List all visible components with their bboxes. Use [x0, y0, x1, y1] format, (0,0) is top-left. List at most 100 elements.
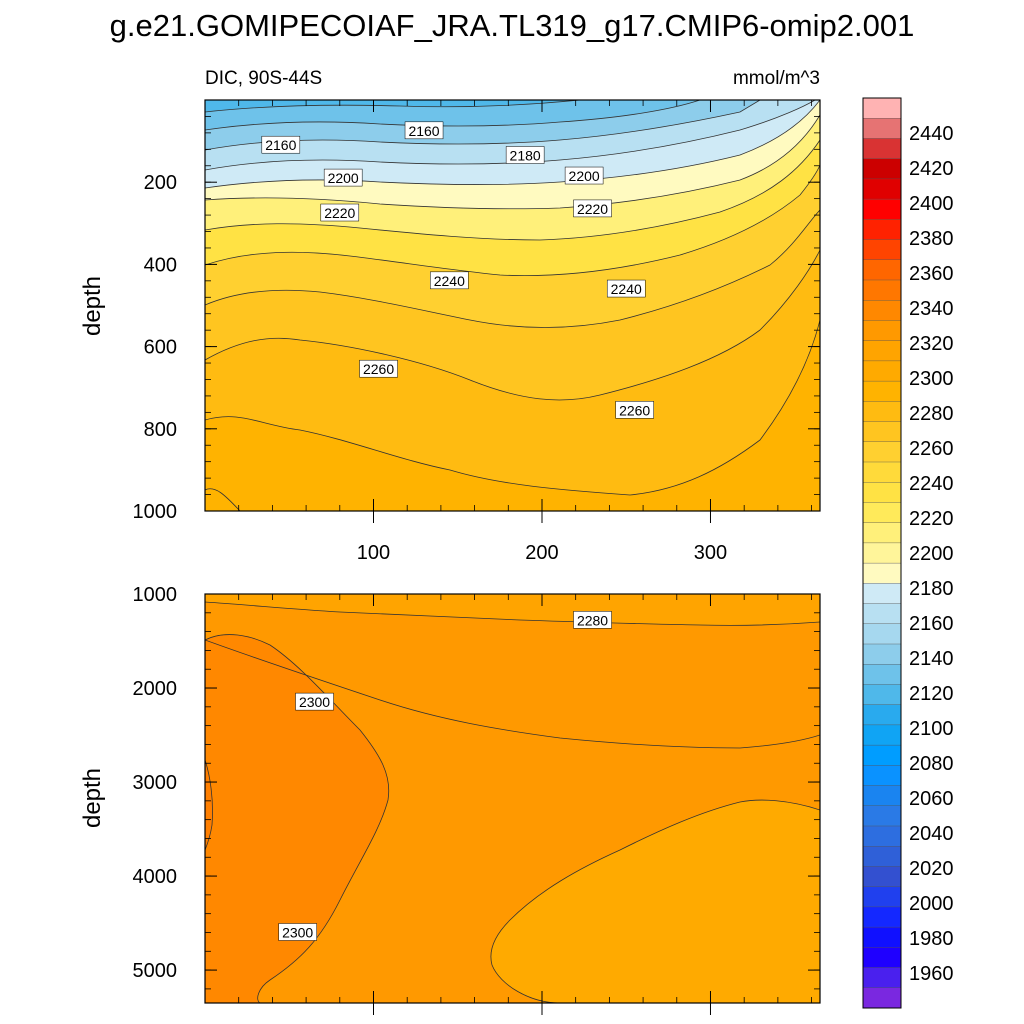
colorbar-label: 2400 — [909, 193, 954, 215]
colorbar-label: 2220 — [909, 508, 954, 530]
contour-label-box — [261, 135, 301, 154]
colorbar-swatch — [862, 866, 902, 888]
contour-label-box — [320, 203, 360, 222]
bottom-panel: 1000 2000 3000 4000 5000 2280 2300 2300 depth — [79, 584, 821, 1015]
colorbar-swatch — [862, 219, 902, 241]
colorbar: 2440 2420 2400 2380 2360 2340 2320 2300 2280 2260… — [862, 97, 954, 1009]
colorbar-label: 2000 — [909, 893, 954, 915]
top-contour-label: 2220 — [573, 199, 612, 218]
contour-label-box — [615, 401, 654, 419]
colorbar-label: 2440 — [909, 123, 954, 145]
bottom-y-axis-label: depth — [79, 768, 106, 828]
top-y-tick-label: 200 — [144, 172, 177, 194]
top-contour-label: 2240 — [430, 271, 469, 290]
contour-label-text: 2220 — [577, 201, 608, 217]
colorbar-swatch — [862, 684, 902, 706]
colorbar-label: 2140 — [909, 648, 954, 670]
colorbar-swatch — [862, 744, 902, 766]
colorbar-swatch — [862, 947, 902, 969]
bottom-axis-ticks: 1000 2000 3000 4000 5000 — [133, 584, 820, 1015]
colorbar-label: 2260 — [909, 438, 954, 460]
colorbar-swatch — [862, 825, 902, 847]
contour-label-text: 2160 — [265, 137, 296, 153]
colorbar-label: 1980 — [909, 928, 954, 950]
bottom-y-tick-label: 1000 — [133, 584, 178, 606]
colorbar-swatch — [862, 401, 902, 423]
colorbar-swatch — [862, 421, 902, 443]
top-y-tick-label: 400 — [144, 254, 177, 276]
top-contour-label: 2260 — [359, 359, 398, 378]
contour-label-box — [359, 359, 398, 378]
contour-label-text: 2260 — [363, 361, 394, 377]
top-left-string: DIC, 90S-44S — [205, 68, 322, 89]
bottom-y-tick-label: 5000 — [133, 960, 178, 982]
colorbar-label: 2120 — [909, 683, 954, 705]
top-contour-label: 2220 — [320, 203, 360, 222]
top-y-axis-label: depth — [79, 276, 106, 336]
colorbar-swatch — [862, 441, 902, 463]
colorbar-label: 2100 — [909, 718, 954, 740]
bottom-contour-label: 2280 — [573, 611, 612, 629]
colorbar-swatch — [862, 97, 902, 119]
contour-label-text: 2180 — [510, 147, 541, 163]
bottom-contour-fills — [205, 594, 820, 1003]
colorbar-label: 2360 — [909, 263, 954, 285]
bottom-contour-label: 2300 — [295, 692, 334, 711]
colorbar-swatch — [862, 926, 902, 948]
figure-title: g.e21.GOMIPECOIAF_JRA.TL319_g17.CMIP6-om… — [110, 8, 915, 43]
top-contour-labels: 2160 2160 2180 2200 2200 2220 2220 2240 2240 2260… — [261, 121, 654, 419]
contour-label-box — [404, 121, 444, 140]
colorbar-swatch — [862, 542, 902, 564]
contour-label-box — [430, 271, 469, 290]
colorbar-swatch — [862, 118, 902, 139]
bottom-y-tick-label: 3000 — [133, 772, 178, 794]
top-contour-label: 2180 — [505, 146, 545, 164]
contour-label-box — [564, 166, 604, 185]
contour-label-box — [573, 611, 612, 629]
colorbar-swatch — [862, 906, 902, 928]
colorbar-swatch — [862, 198, 902, 220]
colorbar-label: 2280 — [909, 403, 954, 425]
colorbar-swatch — [862, 178, 902, 200]
colorbar-label: 2020 — [909, 858, 954, 880]
top-y-tick-label: 800 — [144, 419, 177, 441]
colorbar-swatch — [862, 664, 902, 685]
colorbar-swatch — [862, 704, 902, 726]
colorbar-swatch — [862, 380, 902, 402]
colorbar-swatch — [862, 300, 902, 321]
contour-label-text: 2260 — [619, 402, 650, 418]
colorbar-swatch — [862, 461, 902, 483]
top-contour-label: 2240 — [606, 279, 646, 298]
colorbar-swatch — [862, 158, 902, 180]
colorbar-swatch — [862, 562, 902, 584]
colorbar-label: 2040 — [909, 823, 954, 845]
contour-label-text: 2160 — [408, 123, 439, 139]
bottom-y-tick-label: 2000 — [133, 678, 178, 700]
colorbar-label: 2380 — [909, 228, 954, 250]
contour-label-text: 2200 — [328, 170, 359, 186]
colorbar-swatch — [862, 724, 902, 746]
top-right-string: mmol/m^3 — [733, 68, 820, 89]
colorbar-swatch — [862, 279, 902, 301]
colorbar-swatch — [862, 340, 902, 362]
colorbar-swatch — [862, 360, 902, 382]
colorbar-frame — [862, 97, 902, 1009]
colorbar-swatch — [862, 846, 902, 867]
colorbar-label: 2060 — [909, 788, 954, 810]
contour-label-text: 2300 — [299, 694, 330, 710]
top-contour-label: 2200 — [564, 166, 604, 185]
colorbar-label: 2300 — [909, 368, 954, 390]
colorbar-label: 2240 — [909, 473, 954, 495]
colorbar-label: 2320 — [909, 333, 954, 355]
colorbar-label: 2080 — [909, 753, 954, 775]
colorbar-swatch — [862, 987, 902, 1009]
colorbar-swatch — [862, 522, 902, 544]
contour-label-text: 2280 — [577, 612, 608, 628]
colorbar-swatch — [862, 785, 902, 807]
contour-label-text: 2240 — [434, 273, 465, 289]
contour-label-box — [295, 692, 334, 711]
top-contour-label: 2200 — [323, 168, 363, 187]
colorbar-swatch — [862, 643, 902, 665]
colorbar-swatch — [862, 583, 902, 605]
